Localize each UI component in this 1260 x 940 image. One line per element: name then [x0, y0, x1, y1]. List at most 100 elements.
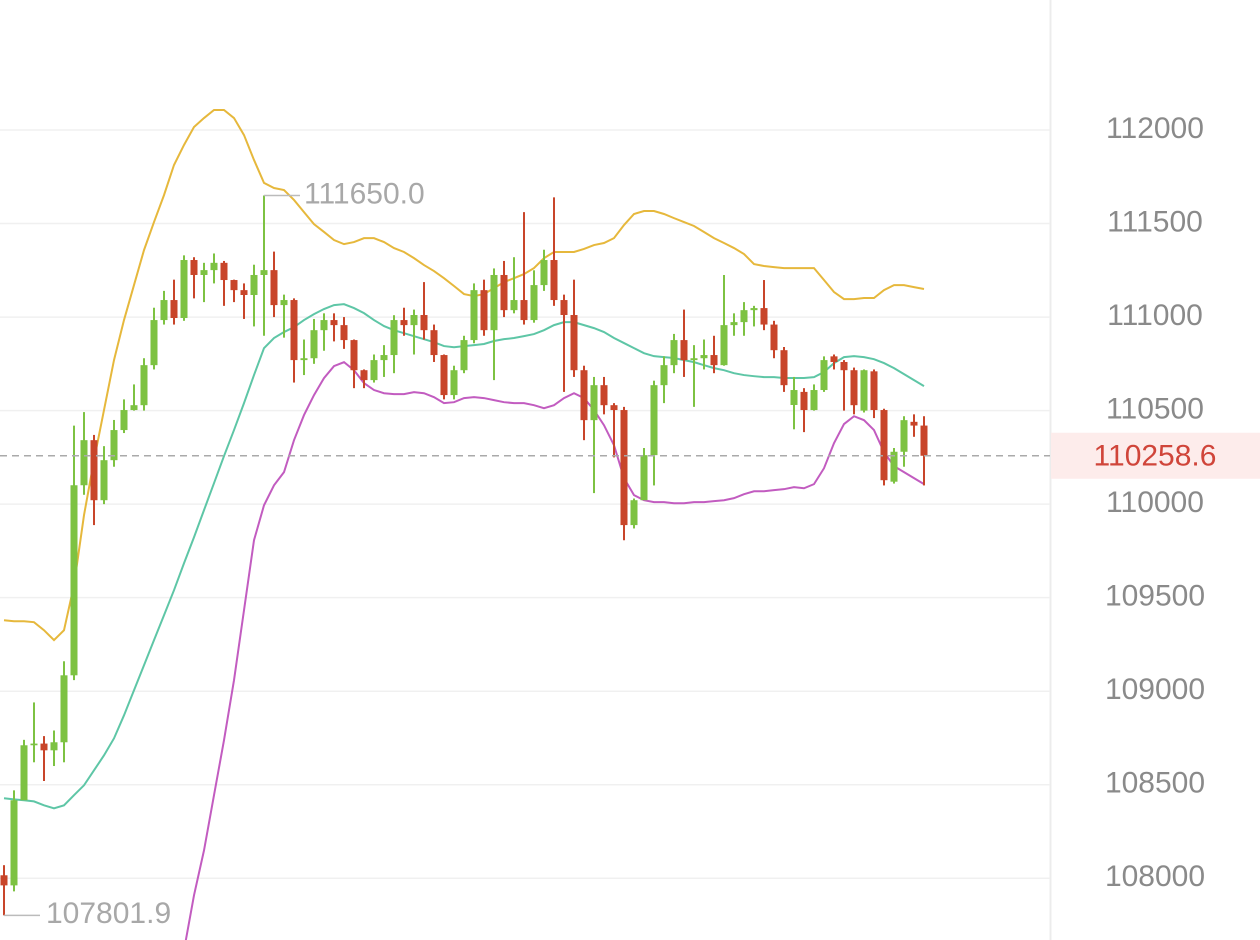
candle-body — [80, 440, 88, 486]
candle-body — [160, 300, 168, 321]
candle-body — [550, 260, 558, 301]
candle-body — [340, 325, 348, 341]
candle-body — [240, 290, 248, 296]
candle-body — [210, 262, 218, 271]
candle-body — [350, 340, 358, 371]
candle-body — [440, 355, 448, 396]
candle-body — [140, 365, 148, 406]
candle-body — [260, 270, 268, 275]
candle-body — [90, 440, 98, 501]
candle-body — [790, 390, 798, 405]
candle-body — [320, 320, 328, 331]
candle-body — [830, 356, 838, 362]
candle-body — [730, 322, 738, 326]
candle-body — [310, 330, 318, 359]
plot-area — [0, 108, 1050, 940]
candle-body — [390, 320, 398, 356]
candle-body — [40, 743, 48, 751]
candle-body — [190, 260, 198, 275]
candle-body — [520, 300, 528, 321]
last-price-label: 110258.6 — [1094, 440, 1217, 473]
candle-body — [100, 460, 108, 501]
candle-body — [130, 405, 138, 411]
y-tick-label: 110000 — [1106, 486, 1204, 519]
candle-body — [380, 355, 388, 361]
candle-body — [220, 262, 228, 281]
candle-body — [180, 260, 188, 319]
candle-body — [410, 315, 418, 326]
candle-body — [650, 385, 658, 456]
min-label: 107801.9 — [46, 897, 171, 930]
candle-body — [610, 405, 618, 411]
band-line — [184, 361, 925, 940]
candle-body — [750, 308, 758, 311]
candle-body — [360, 370, 368, 381]
candle-body — [850, 370, 858, 406]
candle-body — [840, 361, 848, 371]
band-line — [3, 108, 925, 642]
candle-body — [820, 360, 828, 391]
candle-body — [760, 308, 768, 325]
candle-body — [670, 340, 678, 366]
candle-body — [110, 430, 118, 461]
candle-body — [780, 350, 788, 386]
candle-body — [30, 743, 38, 746]
candle-body — [60, 675, 68, 743]
y-tick-label: 109000 — [1105, 673, 1205, 706]
candle-body — [870, 371, 878, 411]
candle-body — [920, 425, 928, 456]
candle-body — [10, 800, 18, 886]
candle-body — [630, 500, 638, 526]
candle-body — [170, 300, 178, 319]
candle-body — [70, 485, 78, 676]
candle-body — [640, 455, 648, 501]
y-tick-label: 110500 — [1106, 393, 1204, 426]
candle-body — [880, 410, 888, 481]
candle-body — [580, 370, 588, 421]
candle-body — [770, 324, 778, 351]
candle-body — [200, 270, 208, 275]
candle-body — [600, 385, 608, 406]
candle-body — [500, 274, 508, 311]
candle-body — [720, 325, 728, 366]
y-tick-label: 108500 — [1105, 767, 1205, 800]
candle-body — [660, 365, 668, 386]
candle-body — [620, 410, 628, 526]
candle-body — [270, 270, 278, 306]
candle-body — [490, 274, 498, 331]
y-tick-label: 109500 — [1105, 580, 1205, 613]
candle-body — [700, 355, 708, 359]
y-tick-label: 111000 — [1107, 299, 1203, 332]
candle-body — [470, 290, 478, 341]
candle-body — [120, 410, 128, 431]
candle-body — [0, 875, 8, 886]
candle-body — [150, 320, 158, 366]
candle-body — [810, 390, 818, 411]
candle-body — [680, 340, 688, 361]
max-label: 111650.0 — [304, 177, 425, 210]
candle-body — [20, 745, 28, 801]
candle-body — [230, 280, 238, 291]
candle-body — [900, 420, 908, 452]
candle-body — [570, 315, 578, 371]
candle-body — [450, 370, 458, 396]
candle-body — [510, 300, 518, 311]
candle-body — [690, 358, 698, 361]
candle-body — [740, 310, 748, 323]
y-tick-label: 108000 — [1105, 860, 1205, 893]
candle-body — [480, 290, 488, 331]
candle-body — [890, 451, 898, 482]
candle-body — [530, 285, 538, 321]
candle-body — [560, 300, 568, 316]
candle-body — [400, 320, 408, 326]
candle-body — [800, 391, 808, 411]
candle-body — [860, 370, 868, 411]
candle-body — [710, 355, 718, 366]
candle-body — [300, 358, 308, 361]
y-tick-label: 111500 — [1107, 205, 1203, 238]
last-price-box — [1051, 432, 1260, 479]
y-tick-label: 112000 — [1106, 112, 1204, 145]
candle-body — [250, 274, 258, 296]
candle-body — [370, 360, 378, 381]
candle-body — [330, 320, 338, 326]
